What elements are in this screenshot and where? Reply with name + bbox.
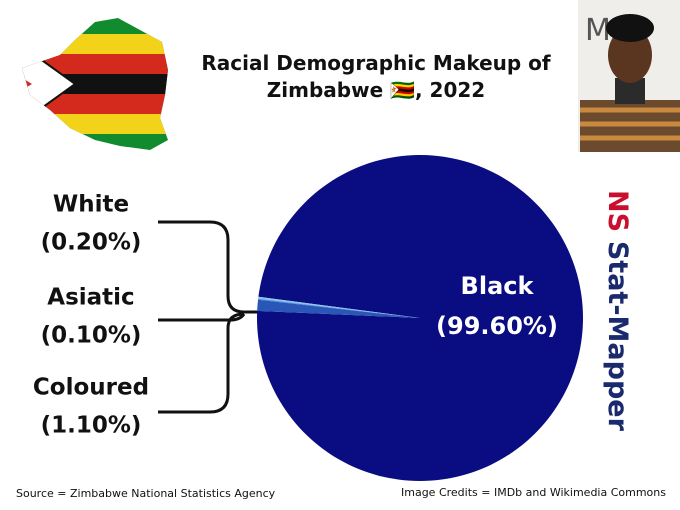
pie-slice <box>257 154 583 481</box>
source: Source = Zimbabwe National Statistics Ag… <box>16 487 276 500</box>
slice-value-label: (1.10%) <box>41 413 142 439</box>
brand: NS Stat-Mapper <box>603 190 634 432</box>
credits: Image Credits = IMDb and Wikimedia Commo… <box>401 486 666 499</box>
pie-slice <box>258 298 420 318</box>
brand-name: Stat-Mapper <box>603 241 634 432</box>
slice-value-label: (0.10%) <box>41 323 142 349</box>
photo: M <box>578 0 680 152</box>
chart-title: Racial Demographic Makeup of Zimbabwe 🇿🇼… <box>201 51 551 102</box>
map-flag <box>22 18 168 150</box>
brackets <box>158 220 258 414</box>
slice-label: Coloured <box>33 375 149 401</box>
pie-slice <box>258 296 420 318</box>
slice-value-label: (99.60%) <box>436 312 558 340</box>
slice-label: Asiatic <box>47 285 134 311</box>
slice-label: Black <box>461 272 535 300</box>
pie-slice <box>257 299 420 318</box>
slice-value-label: (0.20%) <box>41 230 142 256</box>
slice-label: White <box>53 192 129 218</box>
brand-prefix: NS <box>603 190 634 231</box>
